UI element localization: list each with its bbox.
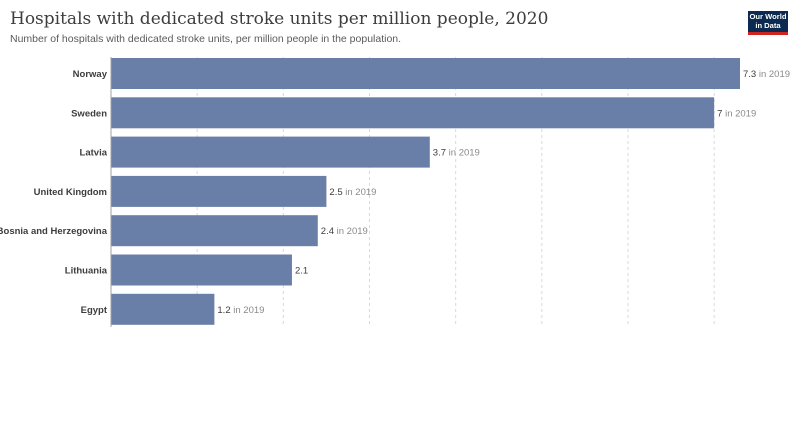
category-label: Norway: [73, 69, 108, 80]
category-label: Latvia: [80, 148, 108, 159]
value-year-note: in 2019: [446, 148, 480, 159]
value-year-note: in 2019: [722, 108, 756, 119]
value-number: 2.1: [295, 266, 308, 277]
category-label: Bosnia and Herzegovina: [0, 226, 108, 237]
value-year-note: in 2019: [756, 69, 790, 80]
bar: [111, 293, 215, 325]
chart-subtitle: Number of hospitals with dedicated strok…: [10, 33, 402, 45]
value-number: 7.3: [743, 69, 756, 80]
category-label: Lithuania: [65, 266, 108, 277]
value-year-note: in 2019: [343, 187, 377, 198]
bar: [111, 136, 430, 168]
bar: [111, 58, 740, 89]
value-number: 7: [717, 108, 722, 119]
bar: [111, 97, 715, 129]
chart-title: Hospitals with dedicated stroke units pe…: [10, 9, 549, 29]
bar: [111, 215, 318, 247]
value-label: 7.3 in 2019: [743, 69, 790, 80]
category-label: Sweden: [71, 108, 107, 119]
category-label: Egypt: [81, 305, 108, 316]
value-number: 2.4: [321, 226, 334, 237]
value-label: 3.7 in 2019: [433, 148, 480, 159]
value-label: 1.2 in 2019: [217, 305, 264, 316]
value-number: 3.7: [433, 148, 446, 159]
value-number: 1.2: [217, 305, 230, 316]
value-label: 2.5 in 2019: [329, 187, 376, 198]
owid-logo[interactable]: Our World in Data: [748, 11, 788, 35]
category-label: United Kingdom: [34, 187, 107, 198]
value-year-note: in 2019: [334, 226, 368, 237]
value-number: 2.5: [329, 187, 342, 198]
logo-line-1: Our World: [749, 12, 787, 21]
logo-line-2: in Data: [755, 20, 781, 30]
bar: [111, 175, 327, 207]
value-label: 7 in 2019: [717, 108, 756, 119]
bar: [111, 254, 292, 286]
value-label: 2.4 in 2019: [321, 226, 368, 237]
value-label: 2.1: [295, 266, 308, 277]
value-year-note: in 2019: [231, 305, 265, 316]
